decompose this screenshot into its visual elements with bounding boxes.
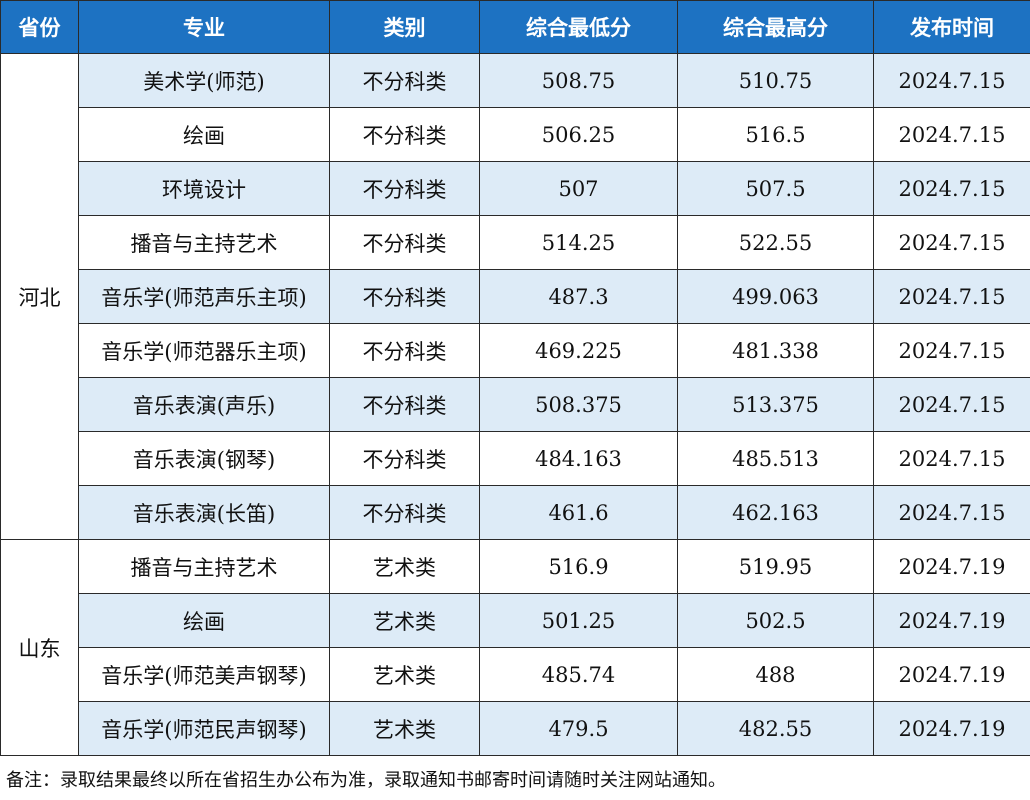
table-row: 音乐表演(钢琴) 不分科类 484.163 485.513 2024.7.15 — [1, 431, 1030, 486]
major-cell: 美术学(师范) — [78, 53, 330, 108]
category-cell: 不分科类 — [329, 431, 480, 486]
min-score-cell: 479.5 — [479, 701, 678, 756]
min-score-cell: 507 — [479, 161, 678, 216]
table-row: 音乐学(师范声乐主项) 不分科类 487.3 499.063 2024.7.15 — [1, 269, 1030, 324]
table-row: 山东 播音与主持艺术 艺术类 516.9 519.95 2024.7.19 — [0, 539, 1030, 756]
table-row: 播音与主持艺术 不分科类 514.25 522.55 2024.7.15 — [1, 215, 1030, 270]
header-major: 专业 — [78, 0, 330, 54]
footnote: 备注：录取结果最终以所在省招生办公布为准，录取通知书邮寄时间请随时关注网站通知。 — [6, 770, 726, 791]
header-category: 类别 — [329, 0, 480, 54]
table-row: 音乐表演(长笛) 不分科类 461.6 462.163 2024.7.15 — [1, 485, 1030, 540]
province-cell: 河北 — [0, 53, 79, 540]
header-publish-date: 发布时间 — [873, 0, 1030, 54]
category-cell: 不分科类 — [329, 377, 480, 432]
category-cell: 艺术类 — [329, 647, 480, 702]
category-cell: 不分科类 — [329, 161, 480, 216]
score-table: 省份 专业 类别 综合最低分 综合最高分 发布时间 河北 美术学(师范) 不分科类 5… — [0, 0, 1030, 756]
table-body: 河北 美术学(师范) 不分科类 508.75 510.75 2024.7.15 绘画 不分科类… — [0, 53, 1030, 756]
table-row: 环境设计 不分科类 507 507.5 2024.7.15 — [1, 161, 1030, 216]
min-score-cell: 508.375 — [479, 377, 678, 432]
publish-date-cell: 2024.7.15 — [873, 215, 1030, 270]
table-row: 绘画 不分科类 506.25 516.5 2024.7.15 — [1, 107, 1030, 162]
max-score-cell: 499.063 — [677, 269, 874, 324]
table-row: 音乐学(师范美声钢琴) 艺术类 485.74 488 2024.7.19 — [1, 647, 1030, 702]
category-cell: 不分科类 — [329, 107, 480, 162]
major-cell: 播音与主持艺术 — [78, 539, 330, 594]
major-cell: 播音与主持艺术 — [78, 215, 330, 270]
table-row: 音乐学(师范器乐主项) 不分科类 469.225 481.338 2024.7.15 — [1, 323, 1030, 378]
max-score-cell: 522.55 — [677, 215, 874, 270]
max-score-cell: 510.75 — [677, 53, 874, 108]
max-score-cell: 462.163 — [677, 485, 874, 540]
major-cell: 音乐表演(声乐) — [78, 377, 330, 432]
publish-date-cell: 2024.7.15 — [873, 431, 1030, 486]
publish-date-cell: 2024.7.15 — [873, 107, 1030, 162]
publish-date-cell: 2024.7.15 — [873, 323, 1030, 378]
table-row: 音乐表演(声乐) 不分科类 508.375 513.375 2024.7.15 — [1, 377, 1030, 432]
major-cell: 音乐表演(钢琴) — [78, 431, 330, 486]
table-row: 绘画 艺术类 501.25 502.5 2024.7.19 — [1, 593, 1030, 648]
min-score-cell: 485.74 — [479, 647, 678, 702]
category-cell: 不分科类 — [329, 269, 480, 324]
min-score-cell: 516.9 — [479, 539, 678, 594]
major-cell: 音乐表演(长笛) — [78, 485, 330, 540]
category-cell: 不分科类 — [329, 485, 480, 540]
min-score-cell: 501.25 — [479, 593, 678, 648]
min-score-cell: 508.75 — [479, 53, 678, 108]
publish-date-cell: 2024.7.19 — [873, 701, 1030, 756]
major-cell: 音乐学(师范民声钢琴) — [78, 701, 330, 756]
publish-date-cell: 2024.7.19 — [873, 647, 1030, 702]
category-cell: 艺术类 — [329, 593, 480, 648]
major-cell: 绘画 — [78, 593, 330, 648]
publish-date-cell: 2024.7.15 — [873, 485, 1030, 540]
header-province: 省份 — [0, 0, 79, 54]
category-cell: 不分科类 — [329, 215, 480, 270]
min-score-cell: 461.6 — [479, 485, 678, 540]
publish-date-cell: 2024.7.15 — [873, 377, 1030, 432]
max-score-cell: 519.95 — [677, 539, 874, 594]
max-score-cell: 502.5 — [677, 593, 874, 648]
table-header: 省份 专业 类别 综合最低分 综合最高分 发布时间 — [0, 0, 1030, 54]
max-score-cell: 513.375 — [677, 377, 874, 432]
min-score-cell: 469.225 — [479, 323, 678, 378]
publish-date-cell: 2024.7.15 — [873, 269, 1030, 324]
min-score-cell: 506.25 — [479, 107, 678, 162]
max-score-cell: 481.338 — [677, 323, 874, 378]
province-cell: 山东 — [0, 539, 79, 756]
table-row: 音乐学(师范民声钢琴) 艺术类 479.5 482.55 2024.7.19 — [1, 701, 1030, 756]
publish-date-cell: 2024.7.15 — [873, 161, 1030, 216]
min-score-cell: 484.163 — [479, 431, 678, 486]
category-cell: 艺术类 — [329, 701, 480, 756]
min-score-cell: 514.25 — [479, 215, 678, 270]
table-row: 河北 美术学(师范) 不分科类 508.75 510.75 2024.7.15 — [0, 53, 1030, 540]
publish-date-cell: 2024.7.19 — [873, 593, 1030, 648]
major-cell: 绘画 — [78, 107, 330, 162]
max-score-cell: 507.5 — [677, 161, 874, 216]
category-cell: 不分科类 — [329, 323, 480, 378]
category-cell: 不分科类 — [329, 53, 480, 108]
max-score-cell: 482.55 — [677, 701, 874, 756]
max-score-cell: 485.513 — [677, 431, 874, 486]
publish-date-cell: 2024.7.19 — [873, 539, 1030, 594]
header-min-score: 综合最低分 — [479, 0, 678, 54]
category-cell: 艺术类 — [329, 539, 480, 594]
max-score-cell: 488 — [677, 647, 874, 702]
major-cell: 音乐学(师范美声钢琴) — [78, 647, 330, 702]
min-score-cell: 487.3 — [479, 269, 678, 324]
header-max-score: 综合最高分 — [677, 0, 874, 54]
major-cell: 环境设计 — [78, 161, 330, 216]
major-cell: 音乐学(师范声乐主项) — [78, 269, 330, 324]
major-cell: 音乐学(师范器乐主项) — [78, 323, 330, 378]
max-score-cell: 516.5 — [677, 107, 874, 162]
publish-date-cell: 2024.7.15 — [873, 53, 1030, 108]
